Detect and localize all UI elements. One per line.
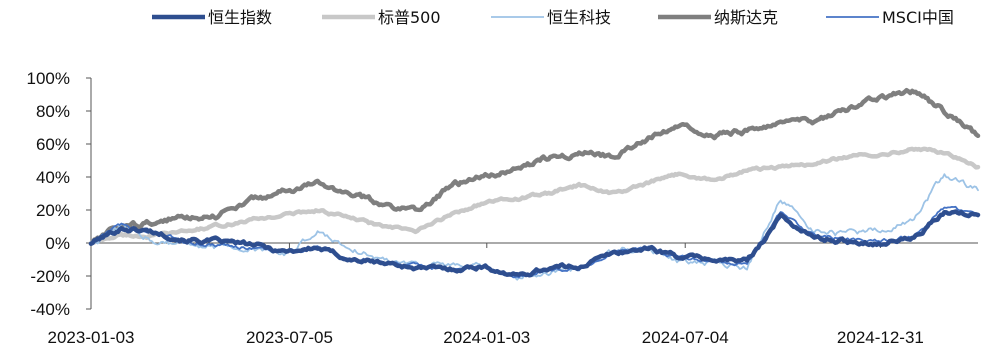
y-tick-label: 40% <box>36 168 70 187</box>
y-tick-label: -20% <box>30 267 70 286</box>
x-tick-label: 2024-07-04 <box>642 328 729 347</box>
plot-series <box>88 87 981 281</box>
y-tick-label: 0% <box>45 234 70 253</box>
y-ticks: 100% 80% 60% 40% 20% 0% -20% -40% <box>27 69 91 319</box>
legend-label: 纳斯达克 <box>714 8 778 27</box>
x-ticks: 2023-01-03 2023-07-05 2024-01-03 2024-07-04… <box>48 243 924 347</box>
legend-label: 标普500 <box>378 8 441 27</box>
x-tick-label: 2023-01-03 <box>48 328 135 347</box>
y-tick-label: 20% <box>36 201 70 220</box>
y-tick-label: 100% <box>27 69 70 88</box>
legend-label: 恒生科技 <box>547 8 611 27</box>
x-tick-label: 2024-01-03 <box>443 328 530 347</box>
legend-label: 恒生指数 <box>208 8 272 27</box>
legend-label: MSCI中国 <box>882 8 954 27</box>
series-line-0 <box>88 209 981 278</box>
series-line-1 <box>88 146 981 246</box>
y-tick-label: 60% <box>36 135 70 154</box>
y-tick-label: 80% <box>36 102 70 121</box>
x-tick-label: 2024-12-31 <box>837 328 924 347</box>
y-tick-label: -40% <box>30 300 70 319</box>
series-line-3 <box>88 87 981 246</box>
legend: 恒生指数 标普500 恒生科技 纳斯达克 MSCI中国 <box>152 8 954 27</box>
x-tick-label: 2023-07-05 <box>246 328 333 347</box>
